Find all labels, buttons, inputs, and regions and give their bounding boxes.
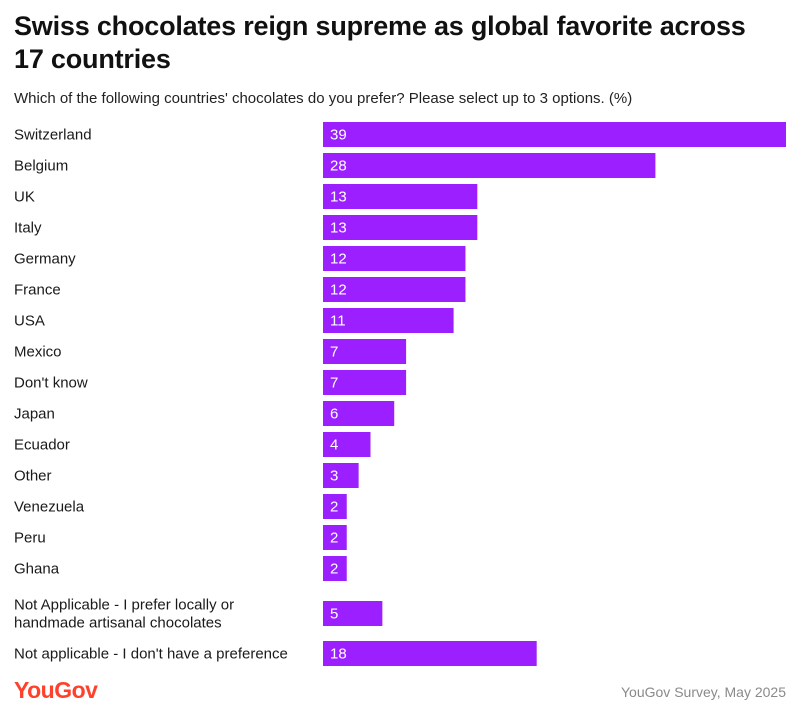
- category-label: Japan: [14, 406, 55, 423]
- bar-value-label: 18: [330, 646, 347, 663]
- bar-value-label: 13: [330, 220, 347, 237]
- category-label: Switzerland: [14, 127, 92, 144]
- bar: [323, 370, 407, 395]
- bar-value-label: 11: [330, 313, 346, 330]
- bar-value-label: 28: [330, 158, 347, 175]
- bar-chart: 39 Switzerland 28 Belgium 13 UK 13 Italy 12 Germa…: [14, 122, 786, 666]
- bar-value-label: 39: [330, 127, 347, 144]
- category-label: USA: [14, 313, 45, 330]
- bar-value-label: 12: [330, 282, 347, 299]
- bar: [323, 153, 656, 178]
- bar: [323, 215, 478, 240]
- bar: [323, 432, 371, 457]
- bar-value-label: 5: [330, 606, 338, 623]
- bar-value-label: 6: [330, 406, 338, 423]
- bar-value-label: 7: [330, 375, 338, 392]
- bar: [323, 401, 395, 426]
- bar: [323, 308, 454, 333]
- category-label: Ecuador: [14, 437, 70, 454]
- bar-value-label: 2: [330, 561, 338, 578]
- category-label: Belgium: [14, 158, 68, 175]
- bar: [323, 525, 347, 550]
- category-label: Don't know: [14, 375, 88, 392]
- category-label: Venezuela: [14, 499, 85, 516]
- category-label: Not applicable - I don't have a preferen…: [14, 646, 288, 663]
- bar-value-label: 3: [330, 468, 338, 485]
- category-label: France: [14, 282, 61, 299]
- yougov-logo: YouGov: [14, 677, 98, 703]
- chart-title: Swiss chocolates reign supreme as global…: [14, 11, 746, 74]
- category-label: Other: [14, 468, 52, 485]
- bar-value-label: 13: [330, 189, 347, 206]
- bar-value-label: 12: [330, 251, 347, 268]
- bar: [323, 641, 537, 666]
- bar: [323, 122, 786, 147]
- category-label: Italy: [14, 220, 42, 237]
- bar: [323, 463, 359, 488]
- category-label: Ghana: [14, 561, 60, 578]
- bar: [323, 339, 407, 364]
- bar: [323, 246, 466, 271]
- chart-subtitle: Which of the following countries' chocol…: [14, 90, 633, 107]
- bar: [323, 184, 478, 209]
- category-label: Not Applicable - I prefer locally or hand…: [14, 597, 234, 632]
- bar-value-label: 2: [330, 530, 338, 547]
- bar-value-label: 4: [330, 437, 338, 454]
- category-label: Peru: [14, 530, 46, 547]
- category-label: Germany: [14, 251, 76, 268]
- source-note: YouGov Survey, May 2025: [621, 684, 786, 700]
- category-label: Mexico: [14, 344, 62, 361]
- bar: [323, 601, 383, 626]
- bar: [323, 494, 347, 519]
- bar-value-label: 7: [330, 344, 338, 361]
- category-label: UK: [14, 189, 35, 206]
- bar-value-label: 2: [330, 499, 338, 516]
- bar: [323, 556, 347, 581]
- bar: [323, 277, 466, 302]
